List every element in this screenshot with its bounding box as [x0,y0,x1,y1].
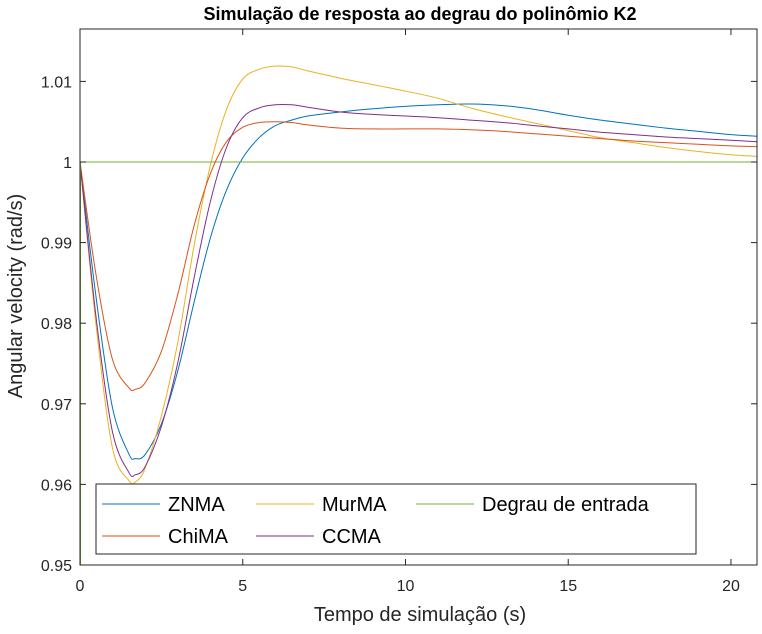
legend-label-murma: MurMA [322,494,387,516]
legend-label-degrau-de-entrada: Degrau de entrada [482,494,650,516]
plot-area [80,29,757,565]
legend-label-znma: ZNMA [168,494,225,516]
series-line-chima [79,121,758,392]
y-tick-label: 0.96 [41,477,72,494]
series-line-znma [79,103,758,460]
y-tick-label: 0.97 [41,397,72,414]
legend-label-ccma: CCMA [322,526,382,548]
y-tick-label: 0.98 [41,316,72,333]
y-tick-label: 0.95 [41,558,72,575]
x-tick-label: 5 [238,578,247,595]
series-line-ccma [79,103,758,478]
x-tick-label: 20 [722,578,740,595]
y-tick-label: 0.99 [41,236,72,253]
legend-label-chima: ChiMA [168,526,229,548]
x-tick-label: 0 [76,578,85,595]
y-tick-label: 1 [63,155,72,172]
y-axis-label: Angular velocity (rad/s) [5,194,27,399]
plot-frame [79,28,758,566]
x-axis: 0 5 10 15 20 [76,29,740,595]
series-line-murma [79,65,758,485]
y-tick-label: 1.01 [41,74,72,91]
legend: ZNMA MurMA Degrau de entrada ChiMA CCMA [95,483,697,555]
x-tick-label: 10 [397,578,415,595]
chart-title: Simulação de resposta ao degrau do polin… [203,4,636,24]
x-tick-label: 15 [559,578,577,595]
y-axis: 0.95 0.96 0.97 0.98 0.99 1 1.01 [41,74,757,575]
legend-box [95,483,697,555]
x-axis-label: Tempo de simulação (s) [314,604,526,626]
